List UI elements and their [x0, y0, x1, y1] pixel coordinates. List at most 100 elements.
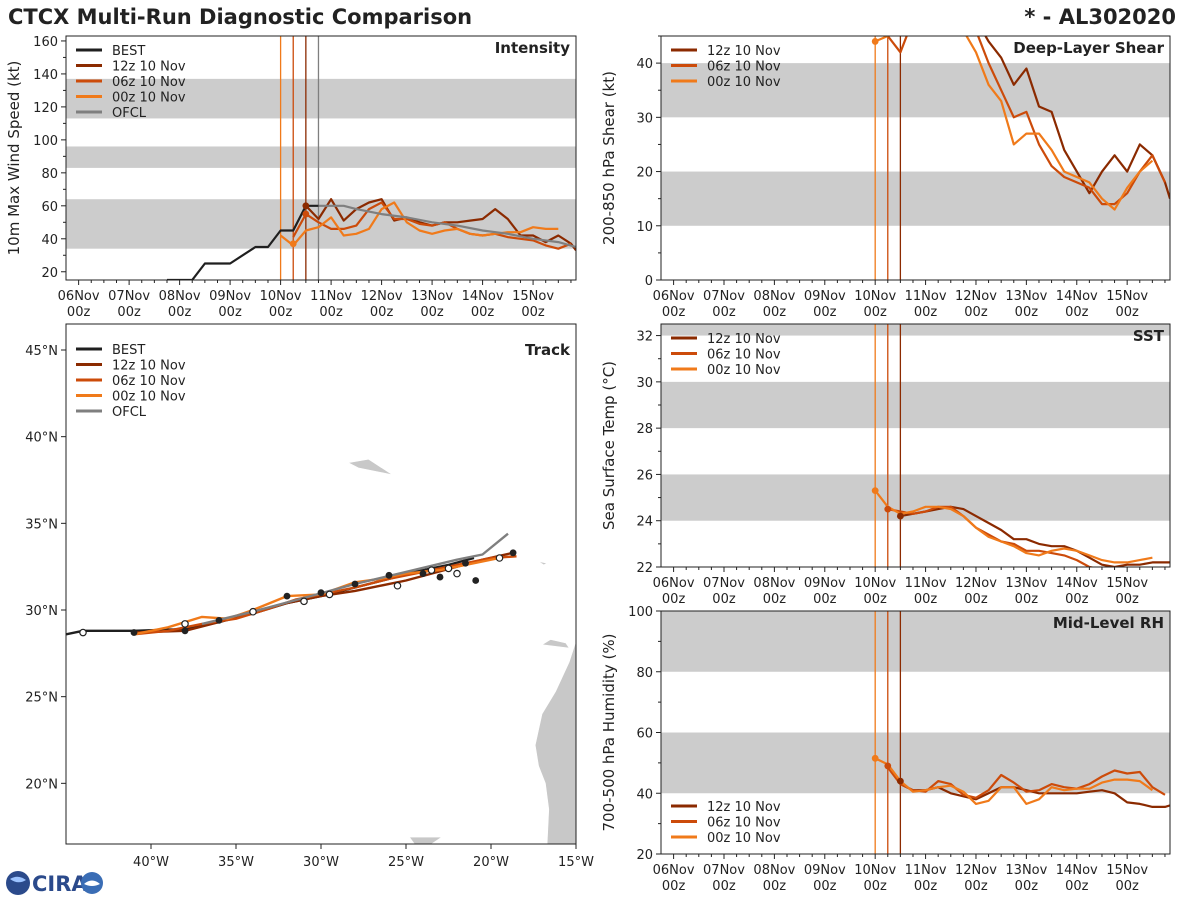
panel-title-shear: Deep-Layer Shear — [1013, 39, 1164, 57]
xtick-label-line-sst-7: 00z — [1015, 592, 1039, 607]
xtick-label-rh-1: 07Nov 00z — [703, 863, 745, 894]
xtick-label-sst-8: 14Nov 00z — [1056, 576, 1098, 607]
band-rh-0 — [661, 732, 1170, 794]
xtick-label-line-intensity-1: 00z — [117, 305, 141, 320]
xtick-label-intensity-1: 07Nov 00z — [108, 289, 150, 320]
xtick-label-line-shear-5: 00z — [914, 305, 938, 320]
plot-area-shear — [661, 36, 1170, 280]
legend-label-shear-0: 12z 10 Nov — [707, 44, 781, 59]
xtick-label-sst-4: 10Nov 00z — [854, 576, 896, 607]
series-intensity-0 — [167, 204, 319, 280]
xtick-label-line-rh-8: 00z — [1065, 879, 1089, 894]
xtick-label-line-rh-2: 00z — [763, 879, 787, 894]
ytick-label-rh-3: 80 — [636, 666, 653, 681]
xtick-label-shear-1: 07Nov 00z — [703, 289, 745, 320]
ytick-label-intensity-1: 40 — [41, 233, 58, 248]
xtick-label-intensity-5: 11Nov 00z — [310, 289, 352, 320]
legend-label-rh-0: 12z 10 Nov — [707, 800, 781, 815]
ytick-label-rh-2: 60 — [636, 727, 653, 742]
legend-label-track-3: 00z 10 Nov — [112, 390, 186, 405]
track-position-open-2 — [249, 607, 257, 616]
xtick-label-track-3: 25°W — [388, 855, 424, 870]
xtick-label-line-intensity-1: 07Nov — [108, 289, 150, 304]
xtick-label-line-shear-6: 00z — [964, 305, 988, 320]
xtick-label-line-shear-6: 12Nov — [955, 289, 997, 304]
ytick-label-shear-4: 40 — [636, 57, 653, 72]
legend-label-sst-2: 00z 10 Nov — [707, 363, 781, 378]
xtick-label-line-sst-6: 00z — [964, 592, 988, 607]
legend-label-intensity-4: OFCL — [112, 106, 147, 121]
band-intensity-1 — [66, 146, 576, 168]
ytick-label-intensity-3: 80 — [41, 167, 58, 182]
xtick-label-rh-8: 14Nov 00z — [1056, 863, 1098, 894]
track-position-filled-1 — [181, 627, 189, 635]
xtick-label-shear-8: 14Nov 00z — [1056, 289, 1098, 320]
series-rh-2 — [874, 757, 1154, 806]
legend-label-rh-2: 00z 10 Nov — [707, 831, 781, 846]
xtick-label-line-sst-2: 00z — [763, 592, 787, 607]
ytick-label-intensity-6: 140 — [33, 68, 58, 83]
track-position-filled-9 — [436, 573, 444, 581]
xtick-label-line-sst-0: 00z — [662, 592, 686, 607]
ylabel-rh: 700-500 hPa Humidity (%) — [600, 633, 618, 831]
xtick-label-line-intensity-0: 00z — [67, 305, 91, 320]
xtick-label-line-shear-7: 13Nov — [1005, 289, 1047, 304]
xtick-label-rh-7: 13Nov 00z — [1005, 863, 1047, 894]
init-marker-shear-0 — [871, 38, 879, 45]
xtick-label-intensity-0: 06Nov 00z — [58, 289, 100, 320]
xtick-label-line-sst-2: 08Nov — [753, 576, 795, 591]
xtick-label-line-rh-0: 00z — [662, 879, 686, 894]
xtick-label-line-intensity-4: 10Nov — [260, 289, 302, 304]
xtick-label-rh-3: 09Nov 00z — [804, 863, 846, 894]
xtick-label-line-intensity-7: 00z — [420, 305, 444, 320]
legend-label-shear-1: 06z 10 Nov — [707, 60, 781, 75]
init-marker-intensity-2 — [302, 210, 310, 218]
ytick-label-intensity-2: 60 — [41, 200, 58, 215]
xtick-label-line-shear-1: 07Nov — [703, 289, 745, 304]
track-position-open-8 — [453, 569, 461, 578]
init-marker-intensity-0 — [289, 240, 297, 248]
xtick-label-line-rh-7: 00z — [1015, 879, 1039, 894]
xtick-label-shear-2: 08Nov 00z — [753, 289, 795, 320]
xtick-label-intensity-8: 14Nov 00z — [462, 289, 504, 320]
xtick-label-rh-4: 10Nov 00z — [854, 863, 896, 894]
xtick-label-sst-7: 13Nov 00z — [1005, 576, 1047, 607]
legend-label-intensity-0: BEST — [112, 44, 145, 59]
panel-track: 40°W 35°W 30°W 25°W 20°W 15°W 20°N 25°N 30°N 35°N… — [25, 323, 594, 870]
xtick-label-shear-9: 15Nov 00z — [1106, 289, 1148, 320]
xtick-label-line-sst-9: 00z — [1115, 592, 1139, 607]
legend-label-rh-1: 06z 10 Nov — [707, 816, 781, 831]
xtick-label-line-rh-0: 06Nov — [653, 863, 695, 878]
band-shear-1 — [661, 63, 1170, 118]
xtick-label-line-rh-5: 11Nov — [905, 863, 947, 878]
xtick-label-line-rh-2: 08Nov — [753, 863, 795, 878]
legend-label-track-1: 12z 10 Nov — [112, 359, 186, 374]
band-shear-0 — [661, 171, 1170, 226]
plot-area-rh — [661, 611, 1170, 854]
xtick-label-line-shear-5: 11Nov — [905, 289, 947, 304]
xtick-label-line-sst-9: 15Nov — [1106, 576, 1148, 591]
xtick-label-line-shear-9: 00z — [1115, 305, 1139, 320]
xtick-label-line-shear-2: 08Nov — [753, 289, 795, 304]
land-west-africa — [534, 641, 576, 844]
ytick-label-track-0: 20°N — [25, 777, 58, 792]
xtick-label-line-rh-1: 07Nov — [703, 863, 745, 878]
init-marker-rh-0 — [871, 754, 879, 762]
xtick-label-line-shear-0: 06Nov — [653, 289, 695, 304]
track-position-filled-12 — [509, 549, 517, 557]
panel-title-sst: SST — [1133, 327, 1165, 345]
xtick-label-track-5: 15°W — [558, 855, 594, 870]
track-position-open-4 — [325, 590, 334, 599]
xtick-label-rh-2: 08Nov 00z — [753, 863, 795, 894]
ytick-label-shear-2: 20 — [636, 166, 653, 181]
legend-label-shear-2: 00z 10 Nov — [707, 75, 781, 90]
legend-label-intensity-2: 06z 10 Nov — [112, 75, 186, 90]
legend-label-sst-0: 12z 10 Nov — [707, 332, 781, 347]
storm-id: * - AL302020 — [1024, 5, 1176, 29]
frame-sst — [660, 323, 1171, 568]
track-position-open-7 — [444, 564, 453, 573]
series-rh-1 — [886, 766, 1166, 799]
